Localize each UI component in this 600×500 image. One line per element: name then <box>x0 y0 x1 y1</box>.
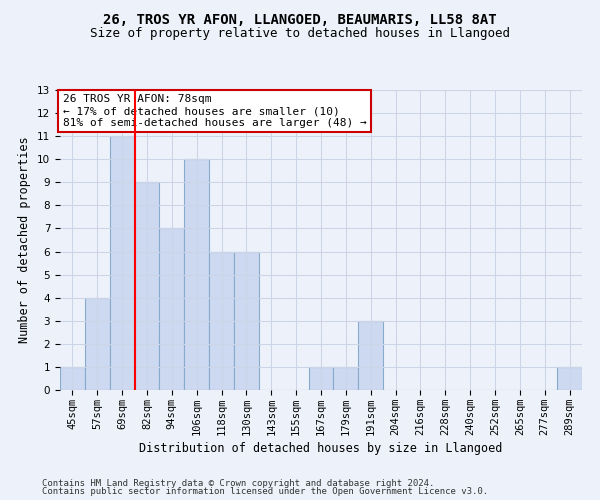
Bar <box>334 367 358 390</box>
Text: Contains public sector information licensed under the Open Government Licence v3: Contains public sector information licen… <box>42 487 488 496</box>
Text: Contains HM Land Registry data © Crown copyright and database right 2024.: Contains HM Land Registry data © Crown c… <box>42 478 434 488</box>
Bar <box>60 367 85 390</box>
Bar <box>209 252 234 390</box>
Text: 26, TROS YR AFON, LLANGOED, BEAUMARIS, LL58 8AT: 26, TROS YR AFON, LLANGOED, BEAUMARIS, L… <box>103 12 497 26</box>
Bar <box>308 367 334 390</box>
Bar <box>234 252 259 390</box>
Text: Size of property relative to detached houses in Llangoed: Size of property relative to detached ho… <box>90 28 510 40</box>
Bar <box>110 136 134 390</box>
Bar <box>134 182 160 390</box>
Bar <box>557 367 582 390</box>
X-axis label: Distribution of detached houses by size in Llangoed: Distribution of detached houses by size … <box>139 442 503 455</box>
Bar <box>358 321 383 390</box>
Text: 26 TROS YR AFON: 78sqm
← 17% of detached houses are smaller (10)
81% of semi-det: 26 TROS YR AFON: 78sqm ← 17% of detached… <box>62 94 367 128</box>
Bar <box>184 159 209 390</box>
Bar <box>160 228 184 390</box>
Bar <box>85 298 110 390</box>
Y-axis label: Number of detached properties: Number of detached properties <box>19 136 31 344</box>
